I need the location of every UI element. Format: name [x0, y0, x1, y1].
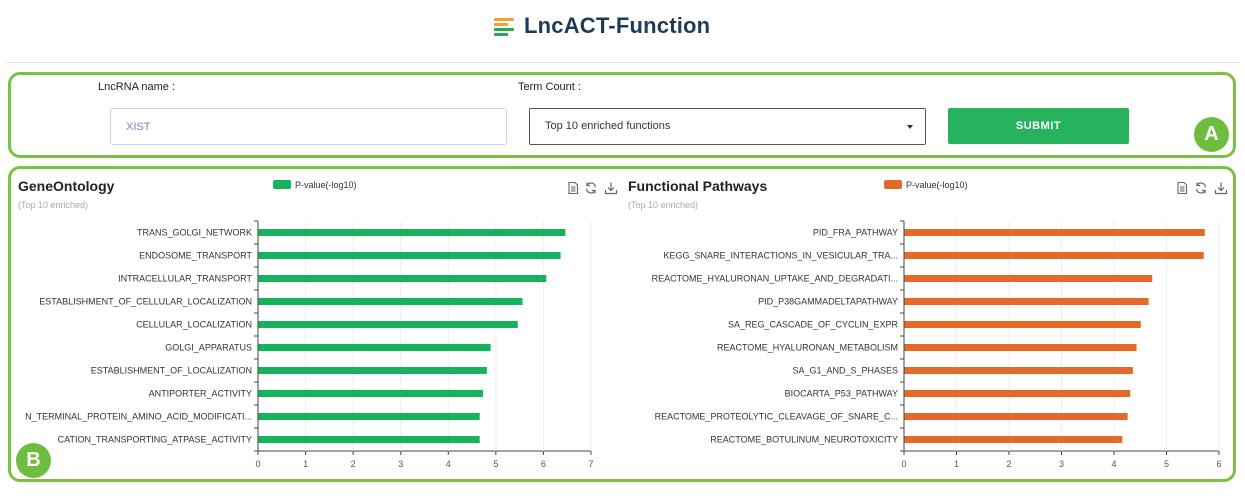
gene-ontology-subtitle: (Top 10 enriched) [18, 200, 89, 210]
chevron-down-icon [907, 125, 913, 129]
term-count-selected-value: Top 10 enriched functions [545, 120, 671, 132]
bar[interactable] [258, 367, 487, 374]
y-tick-label: REACTOME_HYALURONAN_UPTAKE_AND_DEGRADATI… [652, 274, 898, 284]
bar[interactable] [258, 436, 480, 443]
bar[interactable] [258, 252, 561, 259]
y-tick-label: GOLGI_APPARATUS [165, 343, 252, 353]
y-tick-label: TRANS_GOLGI_NETWORK [137, 228, 252, 238]
bar[interactable] [258, 298, 523, 305]
y-tick-label: SA_REG_CASCADE_OF_CYCLIN_EXPR [728, 320, 899, 330]
legend-label: P-value(-log10) [906, 180, 968, 190]
bar[interactable] [258, 229, 566, 236]
legend-label: P-value(-log10) [295, 180, 357, 190]
y-tick-label: N_TERMINAL_PROTEIN_AMINO_ACID_MODIFICATI… [25, 412, 252, 422]
y-tick-label: ANTIPORTER_ACTIVITY [149, 389, 252, 399]
bar[interactable] [904, 367, 1133, 374]
functional-pathways-subtitle: (Top 10 enriched) [628, 200, 699, 210]
gene-ontology-title: GeneOntology [18, 178, 115, 194]
header-divider [6, 62, 1240, 63]
bar[interactable] [904, 298, 1149, 305]
y-tick-label: REACTOME_HYALURONAN_METABOLISM [717, 343, 898, 353]
panel-b-badge: B [16, 443, 51, 478]
y-tick-label: KEGG_SNARE_INTERACTIONS_IN_VESICULAR_TRA… [663, 251, 898, 261]
x-tick-label: 1 [303, 459, 308, 469]
x-tick-label: 2 [351, 459, 356, 469]
y-tick-label: REACTOME_BOTULINUM_NEUROTOXICITY [710, 435, 898, 445]
data-view-icon[interactable] [1175, 181, 1189, 195]
data-view-icon[interactable] [566, 181, 580, 195]
y-tick-label: ENDOSOME_TRANSPORT [139, 251, 252, 261]
x-tick-label: 4 [1111, 459, 1116, 469]
functional-pathways-title: Functional Pathways [628, 178, 768, 194]
legend-swatch [884, 180, 902, 189]
x-tick-label: 5 [493, 459, 498, 469]
bar[interactable] [904, 390, 1131, 397]
lncrna-name-input[interactable] [110, 108, 507, 145]
y-tick-label: CATION_TRANSPORTING_ATPASE_ACTIVITY [58, 435, 252, 445]
bar[interactable] [258, 321, 518, 328]
term-count-select[interactable]: Top 10 enriched functions [529, 108, 926, 145]
y-tick-label: ESTABLISHMENT_OF_CELLULAR_LOCALIZATION [39, 297, 252, 307]
gene-ontology-legend[interactable]: P-value(-log10) [273, 180, 357, 190]
download-icon[interactable] [1214, 181, 1228, 195]
y-tick-label: INTRACELLULAR_TRANSPORT [118, 274, 252, 284]
functional-pathways-legend[interactable]: P-value(-log10) [884, 180, 968, 190]
bar[interactable] [904, 252, 1204, 259]
bar[interactable] [904, 275, 1153, 282]
x-tick-label: 2 [1006, 459, 1011, 469]
y-tick-label: REACTOME_PROTEOLYTIC_CLEAVAGE_OF_SNARE_C… [655, 412, 898, 422]
y-tick-label: BIOCARTA_P53_PATHWAY [785, 389, 898, 399]
x-tick-label: 7 [588, 459, 593, 469]
submit-button[interactable]: SUBMIT [948, 108, 1129, 144]
lncrna-name-label: LncRNA name : [98, 81, 176, 93]
app-header: LncACT-Function [0, 0, 1245, 58]
legend-swatch [273, 180, 291, 189]
x-tick-label: 5 [1164, 459, 1169, 469]
list-bars-icon [494, 17, 516, 37]
page-title: LncACT-Function [524, 13, 711, 38]
download-icon[interactable] [604, 181, 618, 195]
refresh-icon[interactable] [1194, 181, 1208, 195]
bar[interactable] [258, 413, 480, 420]
y-tick-label: PID_P38GAMMADELTAPATHWAY [758, 297, 898, 307]
bar[interactable] [904, 436, 1123, 443]
bar[interactable] [904, 321, 1141, 328]
x-tick-label: 1 [954, 459, 959, 469]
x-tick-label: 6 [541, 459, 546, 469]
panel-a-badge: A [1194, 117, 1229, 152]
y-tick-label: PID_FRA_PATHWAY [813, 228, 898, 238]
x-tick-label: 6 [1216, 459, 1221, 469]
bar[interactable] [258, 344, 491, 351]
bar[interactable] [904, 413, 1128, 420]
refresh-icon[interactable] [584, 181, 598, 195]
bar[interactable] [258, 390, 484, 397]
y-tick-label: ESTABLISHMENT_OF_LOCALIZATION [91, 366, 252, 376]
term-count-label: Term Count : [518, 81, 581, 93]
bar[interactable] [258, 275, 547, 282]
results-panel [8, 166, 1236, 482]
y-tick-label: SA_G1_AND_S_PHASES [792, 366, 898, 376]
x-tick-label: 3 [398, 459, 403, 469]
x-tick-label: 3 [1059, 459, 1064, 469]
x-tick-label: 0 [901, 459, 906, 469]
query-form-panel [8, 72, 1236, 158]
y-tick-label: CELLULAR_LOCALIZATION [136, 320, 252, 330]
x-tick-label: 4 [446, 459, 451, 469]
bar[interactable] [904, 229, 1205, 236]
bar[interactable] [904, 344, 1137, 351]
x-tick-label: 0 [255, 459, 260, 469]
